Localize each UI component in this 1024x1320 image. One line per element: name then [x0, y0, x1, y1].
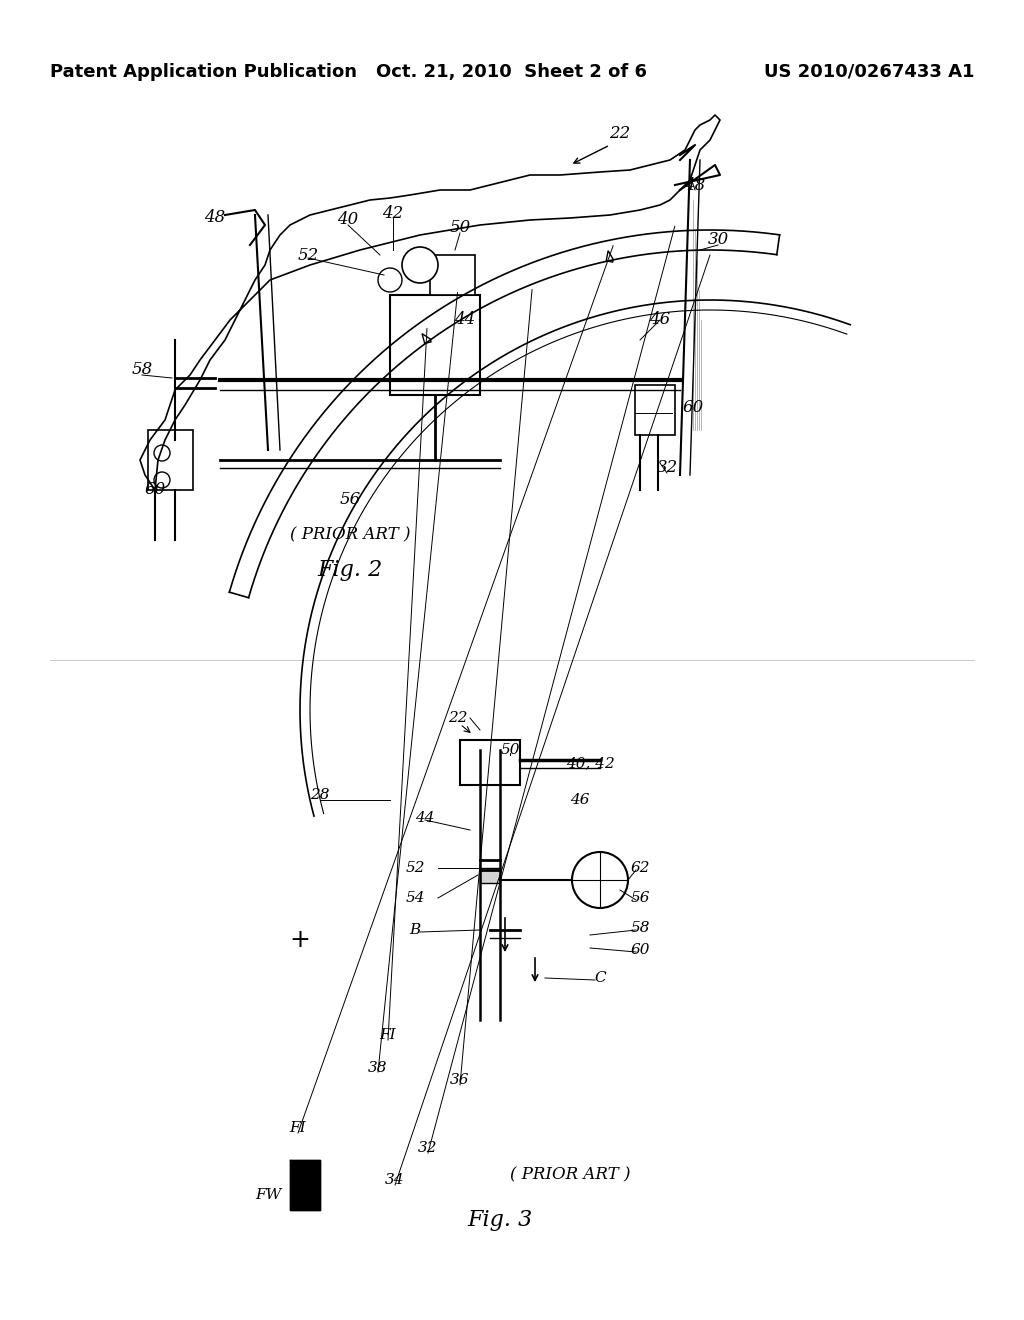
Polygon shape — [606, 251, 613, 263]
Text: 40: 40 — [337, 211, 358, 228]
Text: 48: 48 — [205, 210, 225, 227]
Text: 62: 62 — [630, 861, 650, 875]
Text: 60: 60 — [682, 400, 703, 417]
Text: 32: 32 — [656, 459, 678, 477]
Text: 34: 34 — [385, 1173, 404, 1187]
Circle shape — [378, 268, 402, 292]
Text: 38: 38 — [369, 1061, 388, 1074]
Text: Fig. 2: Fig. 2 — [317, 558, 383, 581]
Bar — [635, 385, 675, 436]
Text: FI: FI — [380, 1028, 396, 1041]
Text: 52: 52 — [406, 861, 425, 875]
Bar — [430, 255, 475, 294]
Bar — [148, 430, 193, 490]
Polygon shape — [422, 334, 431, 343]
Text: Oct. 21, 2010  Sheet 2 of 6: Oct. 21, 2010 Sheet 2 of 6 — [377, 63, 647, 81]
Text: 42: 42 — [382, 206, 403, 223]
Text: 46: 46 — [649, 312, 671, 329]
Text: 56: 56 — [339, 491, 360, 508]
Bar — [480, 869, 500, 883]
Circle shape — [402, 247, 438, 282]
Text: FI: FI — [290, 1121, 306, 1135]
Text: 36: 36 — [451, 1073, 470, 1086]
Text: Patent Application Publication: Patent Application Publication — [50, 63, 357, 81]
Text: 52: 52 — [297, 247, 318, 264]
Text: 50: 50 — [501, 743, 520, 756]
Text: 56: 56 — [630, 891, 650, 906]
Text: Fig. 3: Fig. 3 — [467, 1209, 532, 1232]
Text: 22: 22 — [609, 124, 631, 141]
Text: 50: 50 — [450, 219, 471, 236]
Text: 32: 32 — [418, 1140, 437, 1155]
Text: 40, 42: 40, 42 — [565, 756, 614, 770]
Text: US 2010/0267433 A1: US 2010/0267433 A1 — [764, 63, 974, 81]
Text: 30: 30 — [708, 231, 729, 248]
Text: 28: 28 — [310, 788, 330, 803]
Text: B: B — [410, 923, 421, 937]
Circle shape — [154, 445, 170, 461]
Text: 60: 60 — [144, 482, 166, 499]
Bar — [390, 294, 480, 395]
Text: 46: 46 — [570, 793, 590, 807]
Circle shape — [154, 473, 170, 488]
Text: FW: FW — [255, 1188, 282, 1203]
Text: 44: 44 — [455, 312, 475, 329]
Text: 22: 22 — [449, 711, 468, 725]
Text: 58: 58 — [630, 921, 650, 935]
Text: ( PRIOR ART ): ( PRIOR ART ) — [510, 1167, 630, 1184]
Circle shape — [572, 851, 628, 908]
Text: +: + — [290, 928, 310, 952]
Text: 58: 58 — [131, 362, 153, 379]
Text: 54: 54 — [406, 891, 425, 906]
Text: ( PRIOR ART ): ( PRIOR ART ) — [290, 527, 411, 544]
Text: C: C — [594, 972, 606, 985]
Bar — [460, 741, 520, 785]
Text: 44: 44 — [416, 810, 435, 825]
Text: 48: 48 — [684, 177, 706, 194]
Text: 60: 60 — [630, 942, 650, 957]
